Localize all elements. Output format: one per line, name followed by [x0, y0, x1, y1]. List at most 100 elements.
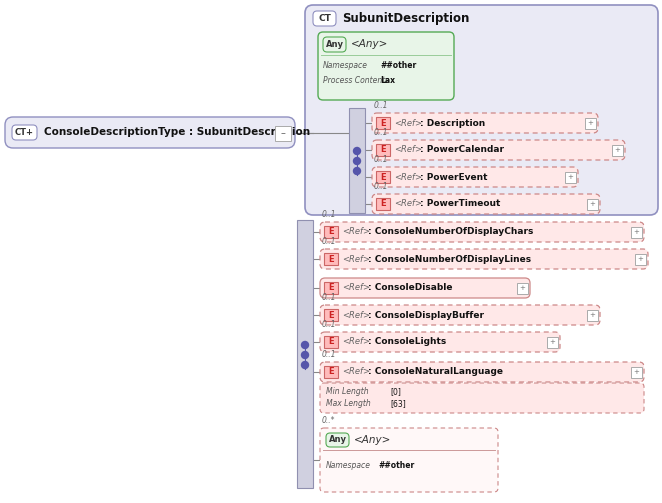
- Circle shape: [354, 147, 361, 154]
- Bar: [324, 309, 338, 321]
- FancyBboxPatch shape: [320, 362, 644, 382]
- Text: +: +: [520, 285, 526, 291]
- Text: E: E: [328, 255, 334, 264]
- FancyBboxPatch shape: [372, 140, 625, 160]
- Bar: [631, 226, 642, 237]
- FancyBboxPatch shape: [12, 125, 37, 140]
- Bar: [297, 220, 313, 488]
- Text: ConsoleDescriptionType : SubunitDescription: ConsoleDescriptionType : SubunitDescript…: [44, 127, 310, 137]
- Text: E: E: [328, 284, 334, 293]
- Text: : ConsoleLights: : ConsoleLights: [368, 338, 446, 347]
- Text: E: E: [328, 227, 334, 236]
- Text: <Ref>: <Ref>: [342, 255, 370, 264]
- FancyBboxPatch shape: [372, 167, 578, 187]
- Text: +: +: [549, 339, 555, 345]
- Text: E: E: [328, 310, 334, 319]
- FancyBboxPatch shape: [320, 428, 498, 492]
- Text: <Ref>: <Ref>: [342, 368, 370, 377]
- Text: [0]: [0]: [390, 387, 401, 396]
- Text: E: E: [328, 368, 334, 377]
- Text: 0..1: 0..1: [374, 101, 389, 110]
- Text: +: +: [567, 174, 573, 180]
- Bar: [376, 144, 390, 156]
- Text: Any: Any: [328, 436, 346, 445]
- Bar: [376, 171, 390, 183]
- Bar: [324, 336, 338, 348]
- Bar: [376, 198, 390, 210]
- Bar: [324, 282, 338, 294]
- Text: SubunitDescription: SubunitDescription: [342, 12, 469, 25]
- Text: : ConsoleDisplayBuffer: : ConsoleDisplayBuffer: [368, 310, 484, 319]
- Bar: [376, 117, 390, 129]
- Text: : PowerTimeout: : PowerTimeout: [420, 200, 500, 209]
- Text: : PowerCalendar: : PowerCalendar: [420, 145, 504, 154]
- FancyBboxPatch shape: [320, 305, 600, 325]
- Text: 0..1: 0..1: [322, 320, 336, 329]
- Text: : PowerEvent: : PowerEvent: [420, 173, 487, 182]
- FancyBboxPatch shape: [326, 433, 349, 447]
- Text: 0..1: 0..1: [374, 128, 389, 137]
- Circle shape: [301, 352, 308, 359]
- Text: +: +: [590, 201, 595, 207]
- Text: [63]: [63]: [390, 399, 406, 408]
- Text: <Ref>: <Ref>: [342, 310, 370, 319]
- Text: Lax: Lax: [380, 75, 395, 85]
- Text: ##other: ##other: [378, 461, 414, 469]
- Text: <Ref>: <Ref>: [342, 338, 370, 347]
- Text: CT: CT: [318, 14, 331, 23]
- Text: <Ref>: <Ref>: [394, 145, 422, 154]
- Text: <Any>: <Any>: [351, 39, 389, 49]
- FancyBboxPatch shape: [5, 117, 295, 148]
- Text: Process Contents: Process Contents: [323, 75, 389, 85]
- Text: <Ref>: <Ref>: [342, 284, 370, 293]
- Text: E: E: [380, 145, 386, 154]
- Text: <Ref>: <Ref>: [394, 173, 422, 182]
- Bar: [635, 254, 646, 265]
- FancyBboxPatch shape: [320, 278, 530, 298]
- Text: +: +: [614, 147, 620, 153]
- Circle shape: [301, 362, 308, 369]
- Text: Namespace: Namespace: [326, 461, 371, 469]
- Text: 0..*: 0..*: [322, 416, 336, 425]
- Text: : ConsoleNumberOfDisplayChars: : ConsoleNumberOfDisplayChars: [368, 227, 534, 236]
- FancyBboxPatch shape: [318, 32, 454, 100]
- FancyBboxPatch shape: [323, 37, 346, 52]
- Text: <Ref>: <Ref>: [394, 200, 422, 209]
- Text: : ConsoleDisable: : ConsoleDisable: [368, 284, 453, 293]
- Text: <Ref>: <Ref>: [394, 119, 422, 127]
- Text: +: +: [588, 120, 593, 126]
- Bar: [587, 309, 598, 320]
- Text: Any: Any: [326, 40, 344, 49]
- Text: 0..1: 0..1: [374, 155, 389, 164]
- Bar: [631, 367, 642, 377]
- Text: 0..1: 0..1: [322, 210, 336, 219]
- Text: : ConsoleNaturalLanguage: : ConsoleNaturalLanguage: [368, 368, 503, 377]
- Circle shape: [354, 157, 361, 164]
- Bar: [349, 108, 365, 213]
- Text: CT+: CT+: [15, 128, 34, 137]
- Text: Max Length: Max Length: [326, 399, 371, 408]
- Circle shape: [354, 167, 361, 175]
- Bar: [587, 199, 598, 210]
- Text: Min Length: Min Length: [326, 387, 369, 396]
- FancyBboxPatch shape: [320, 249, 648, 269]
- Text: +: +: [634, 369, 639, 375]
- FancyBboxPatch shape: [320, 332, 560, 352]
- FancyBboxPatch shape: [320, 383, 644, 413]
- Text: 0..1: 0..1: [322, 237, 336, 246]
- Bar: [612, 144, 623, 155]
- Text: ##other: ##other: [380, 60, 416, 69]
- Text: <Ref>: <Ref>: [342, 227, 370, 236]
- Bar: [324, 226, 338, 238]
- Text: –: –: [281, 128, 285, 138]
- FancyBboxPatch shape: [372, 113, 598, 133]
- Circle shape: [301, 342, 308, 349]
- FancyBboxPatch shape: [372, 194, 600, 214]
- Text: E: E: [328, 338, 334, 347]
- Text: +: +: [590, 312, 595, 318]
- Text: : ConsoleNumberOfDisplayLines: : ConsoleNumberOfDisplayLines: [368, 255, 531, 264]
- Text: 0..1: 0..1: [322, 350, 336, 359]
- Text: E: E: [380, 119, 386, 127]
- Text: <Any>: <Any>: [354, 435, 391, 445]
- Text: E: E: [380, 173, 386, 182]
